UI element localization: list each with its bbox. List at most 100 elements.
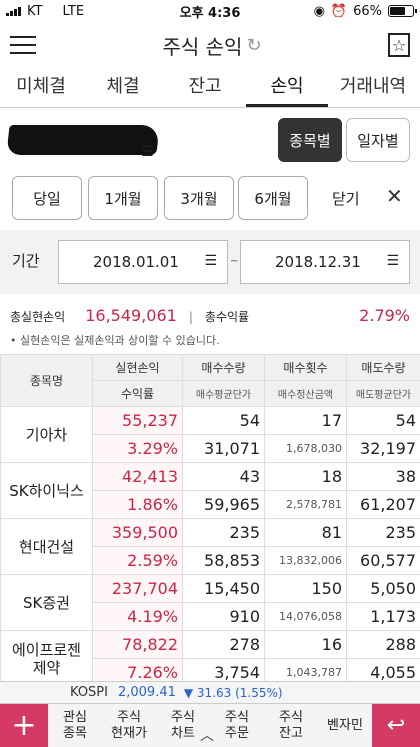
return-rate: 3.29%: [92, 434, 183, 463]
header-sell-avg-price: 매도평균단가: [346, 380, 420, 407]
account-selector[interactable]: [6, 125, 160, 155]
bottom-nav-items: 관심 종목 주식 현재가 주식 차트 주식 주문 주식 잔고 벤자민 ︿: [48, 704, 372, 747]
chevron-up-icon[interactable]: ︿: [200, 728, 214, 744]
sell-avg-price: 32,197: [346, 434, 420, 463]
index-change: ▼ 31.63 (1.55%): [183, 685, 283, 700]
sell-avg-price: 1,173: [346, 602, 420, 631]
period-1m-button[interactable]: 1개월: [88, 176, 158, 220]
sell-avg-price: 60,577: [346, 546, 420, 575]
bottom-nav: + 관심 종목 주식 현재가 주식 차트 주식 주문 주식 잔고 벤자민 ︿ ↩: [0, 703, 420, 747]
nav-order[interactable]: 주식 주문: [225, 709, 249, 741]
date-range-row: 기간 2018.01.01 ☰ ~ 2018.12.31 ☰: [0, 230, 420, 294]
table-row[interactable]: 기아차 55,237 54 17 54: [0, 406, 420, 463]
header-buy-avg-price: 매수평균단가: [182, 380, 265, 407]
header-sell-qty: 매도수량: [346, 354, 420, 381]
period-today-button[interactable]: 당일: [12, 176, 82, 220]
account-menu-icon[interactable]: ☰: [141, 144, 154, 160]
lock-rotation-icon: ◉: [313, 3, 325, 19]
buy-qty: 43: [182, 462, 265, 491]
close-icon[interactable]: ✕: [386, 184, 403, 208]
buy-avg-price: 58,853: [182, 546, 265, 575]
realized-pnl: 55,237: [92, 406, 183, 435]
tab-unfilled[interactable]: 미체결: [16, 76, 66, 97]
tab-history[interactable]: 거래내역: [339, 76, 407, 97]
start-date-field[interactable]: 2018.01.01 ☰: [58, 240, 228, 284]
realized-pnl: 42,413: [92, 462, 183, 491]
date-range-label: 기간: [12, 252, 40, 270]
table-row-detail[interactable]: 1.86% 59,965 2,578,781 61,207: [1, 490, 420, 519]
buy-qty: 235: [182, 518, 265, 547]
buy-settle-amount: 14,076,058: [264, 602, 347, 631]
star-icon[interactable]: ☆: [388, 33, 410, 57]
table-row-detail[interactable]: 3.29% 31,071 1,678,030 32,197: [1, 434, 420, 463]
header-buy-count: 매수횟수: [264, 354, 347, 381]
back-icon[interactable]: ↩: [372, 704, 420, 747]
title-bar: 주식 손익 ↻ ☆: [0, 22, 420, 68]
close-button[interactable]: 닫기: [332, 190, 360, 208]
buy-qty: 54: [182, 406, 265, 435]
stock-name: SK증권: [0, 574, 93, 631]
table-row-detail[interactable]: 4.19% 910 14,076,058 1,173: [1, 602, 420, 631]
realized-label: 총실현손익: [10, 310, 66, 324]
disclaimer-note: • 실현손익은 실제손익과 상이할 수 있습니다.: [10, 334, 220, 347]
end-date-value: 2018.12.31: [275, 253, 361, 271]
tab-balance[interactable]: 잔고: [188, 76, 222, 97]
start-date-value: 2018.01.01: [93, 253, 179, 271]
buy-avg-price: 59,965: [182, 490, 265, 519]
plus-icon[interactable]: +: [0, 704, 48, 747]
end-date-menu-icon[interactable]: ☰: [386, 253, 399, 269]
tab-filled[interactable]: 체결: [106, 76, 140, 97]
start-date-menu-icon[interactable]: ☰: [204, 253, 217, 269]
summary-divider: |: [188, 310, 193, 324]
buy-settle-amount: 2,578,781: [264, 490, 347, 519]
alarm-icon: ⏰: [330, 3, 348, 19]
tab-profit-loss[interactable]: 손익: [246, 68, 328, 107]
rate-value: 2.79%: [359, 306, 410, 325]
period-3m-button[interactable]: 3개월: [164, 176, 234, 220]
stock-name: 에이프로젠 제약: [0, 630, 93, 687]
realized-pnl: 237,704: [92, 574, 183, 603]
period-6m-button[interactable]: 6개월: [238, 176, 308, 220]
header-return-rate: 수익률: [92, 380, 183, 407]
hamburger-icon[interactable]: [10, 36, 36, 54]
nav-current-price[interactable]: 주식 현재가: [111, 709, 147, 741]
refresh-icon[interactable]: ↻: [246, 34, 262, 56]
page-title-text: 주식 손익: [162, 34, 243, 59]
index-ticker[interactable]: KOSPI 2,009.41 ▼ 31.63 (1.55%): [0, 681, 420, 703]
buy-settle-amount: 13,832,006: [264, 546, 347, 575]
carrier-label: KT: [27, 3, 43, 19]
range-separator: ~: [230, 256, 239, 267]
by-date-button[interactable]: 일자별: [346, 118, 410, 162]
period-row: 당일 1개월 3개월 6개월 닫기 ✕: [0, 172, 420, 224]
index-name: KOSPI: [70, 685, 108, 700]
table-row-detail[interactable]: 2.59% 58,853 13,832,006 60,577: [1, 546, 420, 575]
tab-bar: 미체결 체결 잔고 손익 거래내역: [0, 68, 420, 108]
return-rate: 2.59%: [92, 546, 183, 575]
status-bar: KT LTE 오후 4:36 ◉ ⏰ 66%: [0, 0, 420, 22]
by-stock-button[interactable]: 종목별: [278, 118, 342, 162]
sell-qty: 54: [346, 406, 420, 435]
nav-chart[interactable]: 주식 차트: [171, 709, 195, 741]
summary-section: 총실현손익 16,549,061 | 총수익률 2.79% • 실현손익은 실제…: [0, 294, 420, 354]
return-rate: 1.86%: [92, 490, 183, 519]
nav-watchlist[interactable]: 관심 종목: [63, 709, 87, 741]
sell-avg-price: 61,207: [346, 490, 420, 519]
buy-settle-amount: 1,678,030: [264, 434, 347, 463]
table-row[interactable]: 현대건설 359,500 235 81 235: [0, 518, 420, 575]
profit-table: 종목명 실현손익 매수수량 매수횟수 매도수량 수익률 매수평균단가 매수정산금…: [0, 354, 420, 687]
sell-qty: 38: [346, 462, 420, 491]
rate-label: 총수익률: [204, 310, 250, 324]
page-title: 주식 손익 ↻: [162, 31, 261, 60]
table-row[interactable]: 에이프로젠 제약 78,822 278 16 288: [0, 630, 420, 687]
table-row[interactable]: SK하이닉스 42,413 43 18 38: [0, 462, 420, 519]
sell-qty: 288: [346, 630, 420, 659]
end-date-field[interactable]: 2018.12.31 ☰: [240, 240, 410, 284]
index-value: 2,009.41: [117, 685, 176, 700]
nav-balance[interactable]: 주식 잔고: [279, 709, 303, 741]
buy-count: 81: [264, 518, 347, 547]
battery-label: 66%: [353, 3, 382, 19]
account-row: ☰ 종목별 일자별: [0, 108, 420, 172]
table-row[interactable]: SK증권 237,704 15,450 150 5,050: [0, 574, 420, 631]
nav-benjamin[interactable]: 벤자민: [327, 717, 363, 733]
